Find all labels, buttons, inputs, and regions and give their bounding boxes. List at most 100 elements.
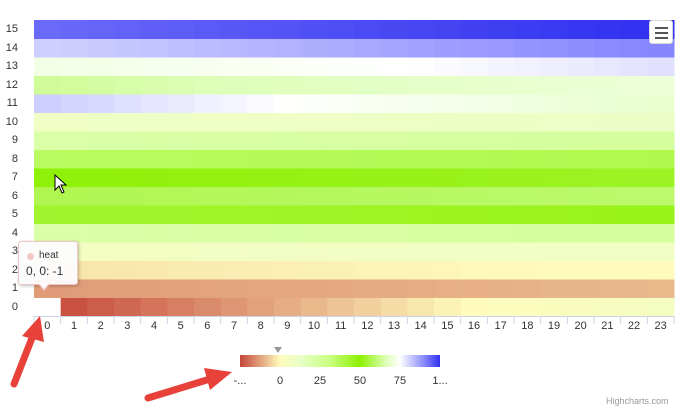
heatmap-cell[interactable] <box>594 57 622 76</box>
heatmap-cell[interactable] <box>300 57 328 76</box>
heatmap-cell[interactable] <box>87 279 115 298</box>
heatmap-cell[interactable] <box>220 75 248 95</box>
heatmap-cell[interactable] <box>140 168 168 187</box>
heatmap-cell[interactable] <box>647 223 675 243</box>
heatmap-cell[interactable] <box>114 94 142 113</box>
heatmap-cell[interactable] <box>594 223 622 243</box>
heatmap-cell[interactable] <box>300 112 328 132</box>
heatmap-cell[interactable] <box>300 205 328 224</box>
heatmap-cell[interactable] <box>34 94 62 113</box>
heatmap-cell[interactable] <box>567 205 595 224</box>
heatmap-cell[interactable] <box>514 112 542 132</box>
heatmap-cell[interactable] <box>620 168 648 187</box>
heatmap-cell[interactable] <box>487 112 515 132</box>
heatmap-cell[interactable] <box>647 205 675 224</box>
heatmap-cell[interactable] <box>620 205 648 224</box>
heatmap-cell[interactable] <box>274 279 302 298</box>
heatmap-cell[interactable] <box>167 75 195 95</box>
heatmap-cell[interactable] <box>247 168 275 187</box>
heatmap-cell[interactable] <box>300 260 328 280</box>
heatmap-cell[interactable] <box>434 75 462 95</box>
heatmap-cell[interactable] <box>407 186 435 206</box>
heatmap-cell[interactable] <box>114 20 142 39</box>
heatmap-cell[interactable] <box>34 20 62 39</box>
heatmap-cell[interactable] <box>354 57 382 76</box>
heatmap-cell[interactable] <box>114 297 142 317</box>
heatmap-cell[interactable] <box>460 131 488 150</box>
heatmap-cell[interactable] <box>140 149 168 169</box>
heatmap-cell[interactable] <box>60 223 88 243</box>
heatmap-cell[interactable] <box>567 149 595 169</box>
heatmap-cell[interactable] <box>434 57 462 76</box>
heatmap-cell[interactable] <box>60 149 88 169</box>
heatmap-cell[interactable] <box>594 94 622 113</box>
heatmap-cell[interactable] <box>567 38 595 58</box>
heatmap-cell[interactable] <box>514 168 542 187</box>
heatmap-cell[interactable] <box>487 131 515 150</box>
heatmap-cell[interactable] <box>460 94 488 113</box>
heatmap-cell[interactable] <box>167 242 195 261</box>
heatmap-cell[interactable] <box>167 112 195 132</box>
heatmap-cell[interactable] <box>620 149 648 169</box>
heatmap-cell[interactable] <box>540 205 568 224</box>
heatmap-cell[interactable] <box>220 297 248 317</box>
heatmap-cell[interactable] <box>114 223 142 243</box>
heatmap-cell[interactable] <box>407 20 435 39</box>
heatmap-cell[interactable] <box>540 186 568 206</box>
heatmap-cell[interactable] <box>114 260 142 280</box>
heatmap-cell[interactable] <box>220 168 248 187</box>
heatmap-cell[interactable] <box>514 242 542 261</box>
heatmap-cell[interactable] <box>140 242 168 261</box>
heatmap-cell[interactable] <box>274 20 302 39</box>
heatmap-cell[interactable] <box>460 38 488 58</box>
heatmap-cell[interactable] <box>220 94 248 113</box>
heatmap-cell[interactable] <box>407 149 435 169</box>
heatmap-cell[interactable] <box>114 38 142 58</box>
heatmap-cell[interactable] <box>434 205 462 224</box>
heatmap-cell[interactable] <box>327 168 355 187</box>
heatmap-cell[interactable] <box>434 242 462 261</box>
heatmap-cell[interactable] <box>407 297 435 317</box>
heatmap-cell[interactable] <box>140 186 168 206</box>
heatmap-cell[interactable] <box>514 131 542 150</box>
heatmap-cell[interactable] <box>354 186 382 206</box>
heatmap-cell[interactable] <box>87 205 115 224</box>
heatmap-cell[interactable] <box>540 242 568 261</box>
heatmap-cell[interactable] <box>514 186 542 206</box>
heatmap-cell[interactable] <box>620 131 648 150</box>
heatmap-cell[interactable] <box>407 260 435 280</box>
heatmap-cell[interactable] <box>327 242 355 261</box>
heatmap-cell[interactable] <box>220 112 248 132</box>
heatmap-cell[interactable] <box>434 38 462 58</box>
heatmap-cell[interactable] <box>220 260 248 280</box>
heatmap-cell[interactable] <box>380 168 408 187</box>
heatmap-cell[interactable] <box>487 223 515 243</box>
heatmap-cell[interactable] <box>434 279 462 298</box>
heatmap-cell[interactable] <box>540 94 568 113</box>
heatmap-cell[interactable] <box>194 94 222 113</box>
heatmap-cell[interactable] <box>34 186 62 206</box>
heatmap-cell[interactable] <box>540 223 568 243</box>
heatmap-cell[interactable] <box>380 57 408 76</box>
heatmap-cell[interactable] <box>274 112 302 132</box>
heatmap-cell[interactable] <box>434 223 462 243</box>
heatmap-cell[interactable] <box>647 112 675 132</box>
heatmap-cell[interactable] <box>380 223 408 243</box>
heatmap-cell[interactable] <box>220 223 248 243</box>
heatmap-cell[interactable] <box>194 297 222 317</box>
heatmap-cell[interactable] <box>247 149 275 169</box>
heatmap-cell[interactable] <box>274 297 302 317</box>
heatmap-cell[interactable] <box>434 168 462 187</box>
heatmap-cell[interactable] <box>407 38 435 58</box>
heatmap-cell[interactable] <box>514 205 542 224</box>
heatmap-cell[interactable] <box>300 297 328 317</box>
heatmap-cell[interactable] <box>327 205 355 224</box>
heatmap-cell[interactable] <box>220 186 248 206</box>
heatmap-cell[interactable] <box>87 57 115 76</box>
heatmap-cell[interactable] <box>620 279 648 298</box>
heatmap-cell[interactable] <box>487 205 515 224</box>
heatmap-cell[interactable] <box>540 57 568 76</box>
heatmap-cell[interactable] <box>487 38 515 58</box>
heatmap-cell[interactable] <box>647 279 675 298</box>
heatmap-cell[interactable] <box>354 94 382 113</box>
